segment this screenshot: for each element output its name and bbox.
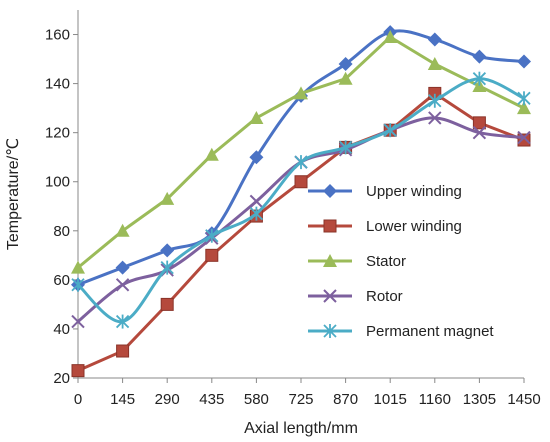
data-point-permanent-magnet — [115, 314, 130, 329]
y-tick-label: 100 — [45, 174, 70, 191]
data-point-lower-winding — [116, 344, 130, 358]
data-point-permanent-magnet — [472, 71, 487, 86]
legend-item-upper-winding: Upper winding — [308, 183, 462, 200]
data-point-lower-winding — [294, 175, 308, 189]
data-point-stator — [249, 110, 264, 124]
data-point-upper-winding — [249, 150, 264, 165]
data-point-rotor — [428, 111, 442, 125]
data-point-upper-winding — [427, 32, 442, 47]
legend-label: Permanent magnet — [366, 323, 494, 340]
data-point-permanent-magnet — [338, 140, 353, 155]
y-tick-label: 140 — [45, 76, 70, 93]
y-tick-label: 40 — [53, 321, 70, 338]
x-tick-label: 1160 — [419, 391, 451, 408]
legend-label: Upper winding — [366, 183, 462, 200]
legend-marker-lower-winding — [323, 219, 337, 233]
data-point-lower-winding — [472, 116, 486, 130]
y-axis-title: Temperature/℃ — [5, 138, 22, 250]
data-point-rotor — [249, 194, 264, 209]
legend-item-rotor: Rotor — [308, 288, 403, 305]
legend-item-lower-winding: Lower winding — [308, 218, 462, 235]
series-layer — [71, 25, 531, 378]
x-tick-label: 1305 — [463, 391, 496, 408]
legend-label: Lower winding — [366, 218, 462, 235]
x-tick-label: 290 — [155, 391, 180, 408]
data-point-stator — [427, 56, 442, 70]
series-permanent-magnet — [71, 71, 531, 329]
data-point-stator — [338, 71, 353, 85]
data-point-permanent-magnet — [517, 91, 531, 106]
legend-label: Stator — [366, 253, 406, 270]
data-point-upper-winding — [115, 260, 130, 275]
data-point-stator — [115, 223, 130, 237]
data-point-stator — [204, 147, 219, 161]
data-point-permanent-magnet — [428, 93, 442, 108]
data-point-permanent-magnet — [205, 228, 219, 243]
x-tick-label: 435 — [199, 391, 224, 408]
data-point-rotor — [71, 314, 85, 329]
x-tick-label: 580 — [244, 391, 269, 408]
y-tick-label: 120 — [45, 125, 70, 142]
x-tick-label: 0 — [74, 391, 82, 408]
data-point-lower-winding — [71, 364, 85, 378]
legend-item-permanent-magnet: Permanent magnet — [308, 323, 494, 340]
data-point-permanent-magnet — [249, 206, 264, 221]
y-tick-label: 60 — [53, 272, 70, 289]
data-point-upper-winding — [517, 54, 531, 69]
data-point-permanent-magnet — [160, 260, 174, 275]
legend-marker-stator — [323, 254, 337, 267]
series-line-permanent-magnet — [76, 77, 525, 324]
y-tick-label: 160 — [45, 27, 70, 44]
data-point-upper-winding — [338, 56, 353, 71]
data-point-lower-winding — [205, 248, 219, 262]
x-tick-label: 870 — [333, 391, 358, 408]
legend-item-stator: Stator — [308, 253, 406, 270]
data-point-rotor — [517, 130, 531, 145]
data-point-stator — [383, 29, 398, 43]
data-point-rotor — [472, 125, 487, 140]
data-point-stator — [160, 191, 175, 205]
x-tick-label: 145 — [110, 391, 135, 408]
legend-marker-upper-winding — [323, 184, 337, 198]
data-point-upper-winding — [472, 49, 487, 64]
axes: 20 40 60 80 100 120 140 160 0 145 290 435 580 725 870 1… — [45, 10, 541, 408]
data-point-stator — [294, 86, 308, 100]
legend-marker-rotor — [323, 289, 337, 303]
data-point-permanent-magnet — [294, 155, 308, 170]
legend-label: Rotor — [366, 288, 403, 305]
data-point-rotor — [115, 278, 130, 292]
data-point-stator — [71, 260, 85, 274]
data-point-permanent-magnet — [383, 123, 397, 138]
data-point-permanent-magnet — [71, 277, 85, 292]
data-point-upper-winding — [160, 243, 175, 258]
data-point-stator — [517, 101, 531, 115]
x-tick-label: 725 — [288, 391, 313, 408]
y-tick-label: 20 — [53, 370, 70, 387]
data-point-lower-winding — [160, 297, 174, 311]
x-tick-label: 1015 — [374, 391, 407, 408]
x-axis-title: Axial length/mm — [244, 420, 358, 437]
y-tick-label: 80 — [53, 223, 70, 240]
x-tick-label: 1450 — [507, 391, 540, 408]
legend: Upper winding Lower winding Stator Rotor Pe… — [308, 183, 494, 340]
legend-marker-permanent-magnet — [323, 324, 337, 338]
series-stator — [71, 29, 531, 274]
